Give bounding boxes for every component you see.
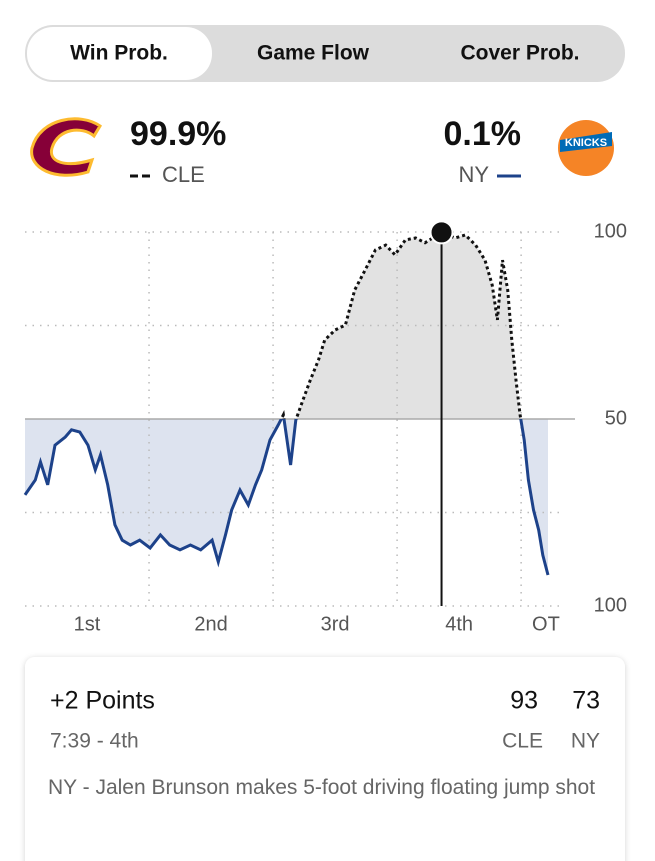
x-tick-label: OT: [532, 613, 560, 635]
play-card: [25, 657, 625, 861]
play-title: +2 Points: [50, 687, 155, 715]
home-prob: 99.9%: [130, 115, 226, 153]
away-prob: 0.1%: [444, 115, 522, 153]
play-description: NY - Jalen Brunson makes 5-foot driving …: [48, 776, 596, 799]
ny-logo: KNICKS: [558, 120, 614, 176]
y-tick-label: 100: [594, 220, 627, 242]
play-time: 7:39 - 4th: [50, 730, 139, 753]
away-abbr: NY: [458, 162, 489, 187]
area-above: [25, 232, 548, 419]
chart: 100 50 100 1st 2nd 3rd 4th OT: [23, 220, 627, 635]
home-score: 93: [510, 687, 538, 715]
x-tick-label: 1st: [74, 613, 101, 635]
tab[interactable]: Cover Prob.: [460, 42, 579, 65]
tab[interactable]: Win Prob.: [70, 42, 168, 65]
tab-active-bg: [27, 27, 212, 80]
y-tick-label: 100: [594, 594, 627, 616]
x-tick-label: 3rd: [321, 613, 350, 635]
line-below: [23, 419, 550, 576]
away-score: 73: [572, 687, 600, 715]
cle-logo: [30, 117, 103, 177]
home-abbr: CLE: [502, 730, 543, 753]
line-above: [279, 230, 523, 419]
tab[interactable]: Game Flow: [257, 42, 370, 65]
selected-point: [429, 220, 454, 245]
y-tick-label: 50: [605, 407, 627, 429]
x-tick-label: 4th: [445, 613, 473, 635]
home-abbr: CLE: [162, 162, 205, 187]
away-abbr: NY: [571, 730, 600, 753]
play-desc-box: NY - Jalen Brunson makes 5-foot driving …: [48, 776, 596, 799]
x-tick-label: 2nd: [194, 613, 227, 635]
area-below: [25, 419, 548, 575]
logo-text: KNICKS: [565, 137, 607, 149]
